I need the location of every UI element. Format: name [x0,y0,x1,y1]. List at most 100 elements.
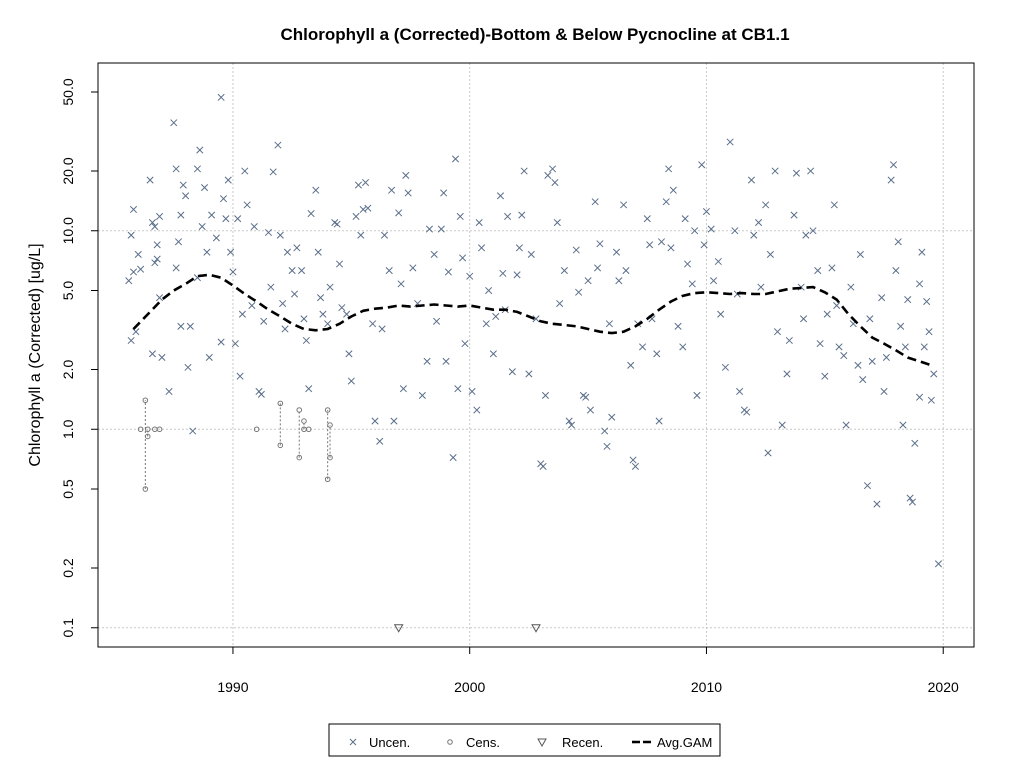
uncensored-point [241,167,249,175]
uncensored-point [859,375,867,384]
uncensored-point [442,357,450,365]
uncensored-point [520,167,528,175]
uncensored-point [236,372,244,380]
uncensored-point [182,192,190,200]
uncensored-point [212,234,220,242]
uncensored-point [693,391,701,400]
uncensored-point [638,343,647,351]
y-tick-label: 0.1 [60,618,76,638]
uncensored-point [911,439,919,447]
uncensored-point [274,141,282,149]
uncensored-point [785,336,793,345]
uncensored-point [889,161,898,169]
uncensored-point [324,320,332,328]
uncensored-point [629,456,637,464]
uncensored-point [153,255,161,263]
uncensored-point [293,244,301,252]
uncensored-point [783,370,791,378]
legend-label: Recen. [562,735,603,750]
uncensored-point [129,205,138,214]
censored-point [327,422,333,428]
uncensored-point [906,494,914,502]
gam-line [132,273,932,367]
uncensored-point [257,390,265,398]
uncensored-point [880,387,888,396]
censored-point [142,486,149,492]
uncensored-point [615,277,623,285]
uncensored-point [655,417,663,425]
uncensored-point [830,201,838,209]
uncensored-point [596,240,604,248]
uncensored-point [549,165,557,173]
censored-point [277,400,284,407]
x-axis: 1990 2000 2010 2020 [217,646,959,695]
uncensored-point [667,244,675,252]
uncensored-point [260,317,268,325]
chart-title: Chlorophyll a (Corrected)-Bottom & Below… [280,25,789,44]
uncensored-point [920,343,928,351]
uncensored-point [314,248,322,256]
uncensored-point [380,231,389,239]
uncensored-point [172,264,180,272]
uncensored-point [177,322,185,330]
uncensored-point [430,250,438,258]
uncensored-point [556,299,564,308]
uncensored-point [399,385,407,393]
uncensored-point [402,171,410,179]
uncensored-point [156,294,164,302]
uncensored-point [203,248,211,256]
uncensored-point [873,500,881,508]
uncensored-point [276,231,284,239]
uncensored-point [814,267,822,275]
uncensored-point [338,304,346,312]
uncensored-point [364,204,372,212]
uncensored-point [527,250,535,258]
uncensored-point [437,225,445,233]
uncensored-point [750,231,758,239]
uncensored-point [698,161,706,169]
uncensored-point [594,264,602,272]
uncensored-point [196,146,204,154]
y-tick-label: 1.0 [60,419,76,439]
uncensored-point [603,442,611,450]
uncensored-point [809,227,817,235]
censored-point [296,407,303,413]
uncensored-point [691,227,699,235]
uncensored-point [148,350,157,358]
uncensored-point [847,283,855,291]
uncensored-point [915,280,924,288]
uncensored-point [248,301,256,310]
uncensored-point [222,215,230,223]
uncensored-point [395,209,403,217]
uncensored-point [513,271,521,279]
y-tick-label: 50.0 [60,78,76,105]
uncensored-point [918,248,926,256]
censored-point [156,426,163,433]
uncensored-point [731,227,739,235]
uncensored-point [193,165,201,173]
uncensored-point [151,259,159,267]
uncensored-point [762,201,770,209]
uncensored-point [868,357,876,365]
uncensored-point [208,211,216,219]
uncensored-point [726,138,734,146]
y-tick-label: 0.2 [60,558,76,578]
uncensored-point [833,301,841,310]
uncensored-point [717,310,725,318]
uncensored-point [721,363,729,371]
x-tick-label: 2020 [928,679,959,695]
uncensored-point [316,294,325,302]
uncensored-point [174,238,183,246]
uncensored-point [631,462,639,470]
uncensored-point [423,357,431,365]
uncensored-point [674,322,682,330]
uncensored-point [923,297,931,306]
uncensored-point [622,267,630,275]
uncensored-point [499,269,507,277]
uncensored-point [352,212,360,221]
recensored-point [531,624,541,633]
uncensored-point [468,387,476,396]
uncensored-point [515,244,523,252]
y-tick-label: 10.0 [60,217,76,244]
uncensored-point [300,315,308,323]
